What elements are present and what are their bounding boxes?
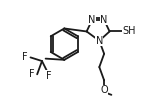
Text: N: N: [88, 15, 96, 25]
Text: F: F: [22, 52, 28, 62]
Text: F: F: [29, 69, 35, 79]
Text: F: F: [46, 71, 51, 81]
Text: N: N: [96, 36, 103, 46]
Text: N: N: [100, 15, 108, 25]
Text: O: O: [100, 85, 108, 95]
Text: SH: SH: [122, 27, 136, 37]
